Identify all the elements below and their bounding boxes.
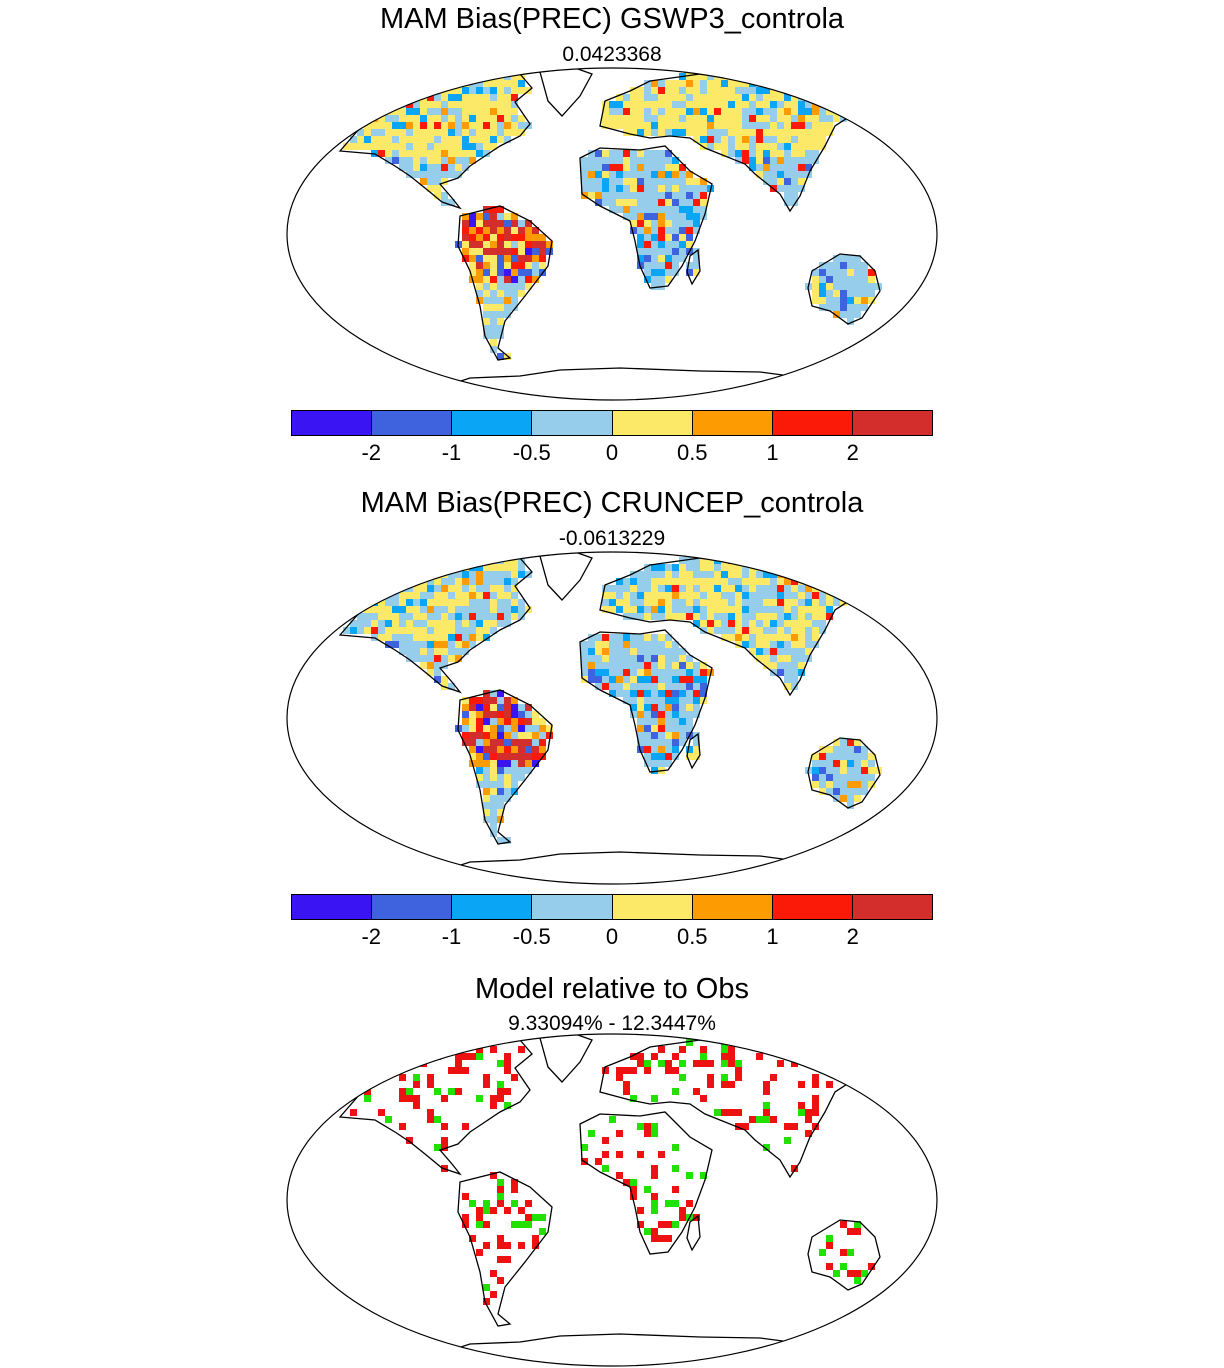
map-frame [286, 1033, 938, 1367]
colorbar-segment [612, 411, 693, 435]
map-frame [286, 551, 938, 885]
colorbar-tick-label: -0.5 [512, 440, 551, 465]
colorbar-tick-label: 0 [605, 440, 619, 465]
coastline-madagascar [686, 732, 701, 770]
coastline-south-america [457, 1171, 553, 1327]
data-cells [350, 1039, 875, 1305]
panel3-title: Model relative to Obs [474, 973, 749, 1005]
colorbar-segment [372, 895, 453, 919]
panel1-colorbar [291, 410, 933, 436]
coastline-greenland [539, 552, 593, 601]
coastline-australia [807, 1219, 881, 1291]
colorbar-tick-label: -2 [361, 924, 382, 949]
colorbar-segment [772, 411, 853, 435]
panel2-colorbar-labels: -2 -1 -0.5 0 0.5 1 2 [291, 924, 933, 950]
colorbar-segment [532, 895, 613, 919]
colorbar-tick-label: 2 [846, 440, 859, 465]
coastline-africa [579, 145, 713, 289]
panel1-map [286, 67, 938, 401]
coastline-australia [807, 737, 881, 809]
colorbar-segment [852, 411, 932, 435]
colorbar-tick-label: -2 [361, 440, 382, 465]
colorbar-tick-label: 0.5 [676, 924, 708, 949]
coastline-south-america [457, 205, 553, 361]
data-cells [343, 73, 882, 360]
panel2-title: MAM Bias(PREC) CRUNCEP_controla [360, 487, 864, 519]
colorbar-segment [292, 411, 373, 435]
panel2-map [286, 551, 938, 885]
colorbar-segment [452, 895, 533, 919]
colorbar-tick-label: 2 [846, 924, 859, 949]
colorbar-segment [452, 411, 533, 435]
colorbar-tick-label: 0.5 [676, 440, 708, 465]
coastline-madagascar [686, 248, 701, 286]
coastline-greenland [539, 1034, 593, 1083]
coastline-australia [807, 253, 881, 325]
data-cells [343, 557, 882, 844]
coastline-greenland [539, 68, 593, 117]
colorbar-tick-label: -1 [441, 440, 462, 465]
colorbar-tick-label: 0 [605, 924, 619, 949]
coastline-south-america [457, 689, 553, 845]
colorbar-segment [852, 895, 932, 919]
coastline-antarctica [429, 851, 843, 884]
panel2-colorbar [291, 894, 933, 920]
coastline-north-america [338, 1035, 533, 1176]
colorbar-tick-label: 1 [766, 924, 779, 949]
colorbar-segment [772, 895, 853, 919]
colorbar-segment [612, 895, 693, 919]
panel1-colorbar-labels: -2 -1 -0.5 0 0.5 1 2 [291, 440, 933, 466]
colorbar-segment [692, 895, 773, 919]
colorbar-segment [532, 411, 613, 435]
colorbar-segment [692, 411, 773, 435]
colorbar-tick-label: -0.5 [512, 924, 551, 949]
map-frame [286, 67, 938, 401]
coastline-madagascar [686, 1214, 701, 1252]
panel3-subtitle: 9.33094% - 12.3447% [508, 1012, 716, 1035]
colorbar-tick-label: -1 [441, 924, 462, 949]
coastline-antarctica [429, 367, 843, 400]
panel1-subtitle: 0.0423368 [562, 43, 662, 66]
panel3-map [286, 1033, 938, 1367]
colorbar-segment [372, 411, 453, 435]
panel2-subtitle: -0.0613229 [558, 527, 666, 550]
coastline-antarctica [429, 1333, 843, 1366]
coastline-africa [579, 629, 713, 773]
coastline-africa [579, 1111, 713, 1255]
colorbar-segment [292, 895, 373, 919]
colorbar-tick-label: 1 [766, 440, 779, 465]
panel1-title: MAM Bias(PREC) GSWP3_controla [379, 3, 845, 35]
